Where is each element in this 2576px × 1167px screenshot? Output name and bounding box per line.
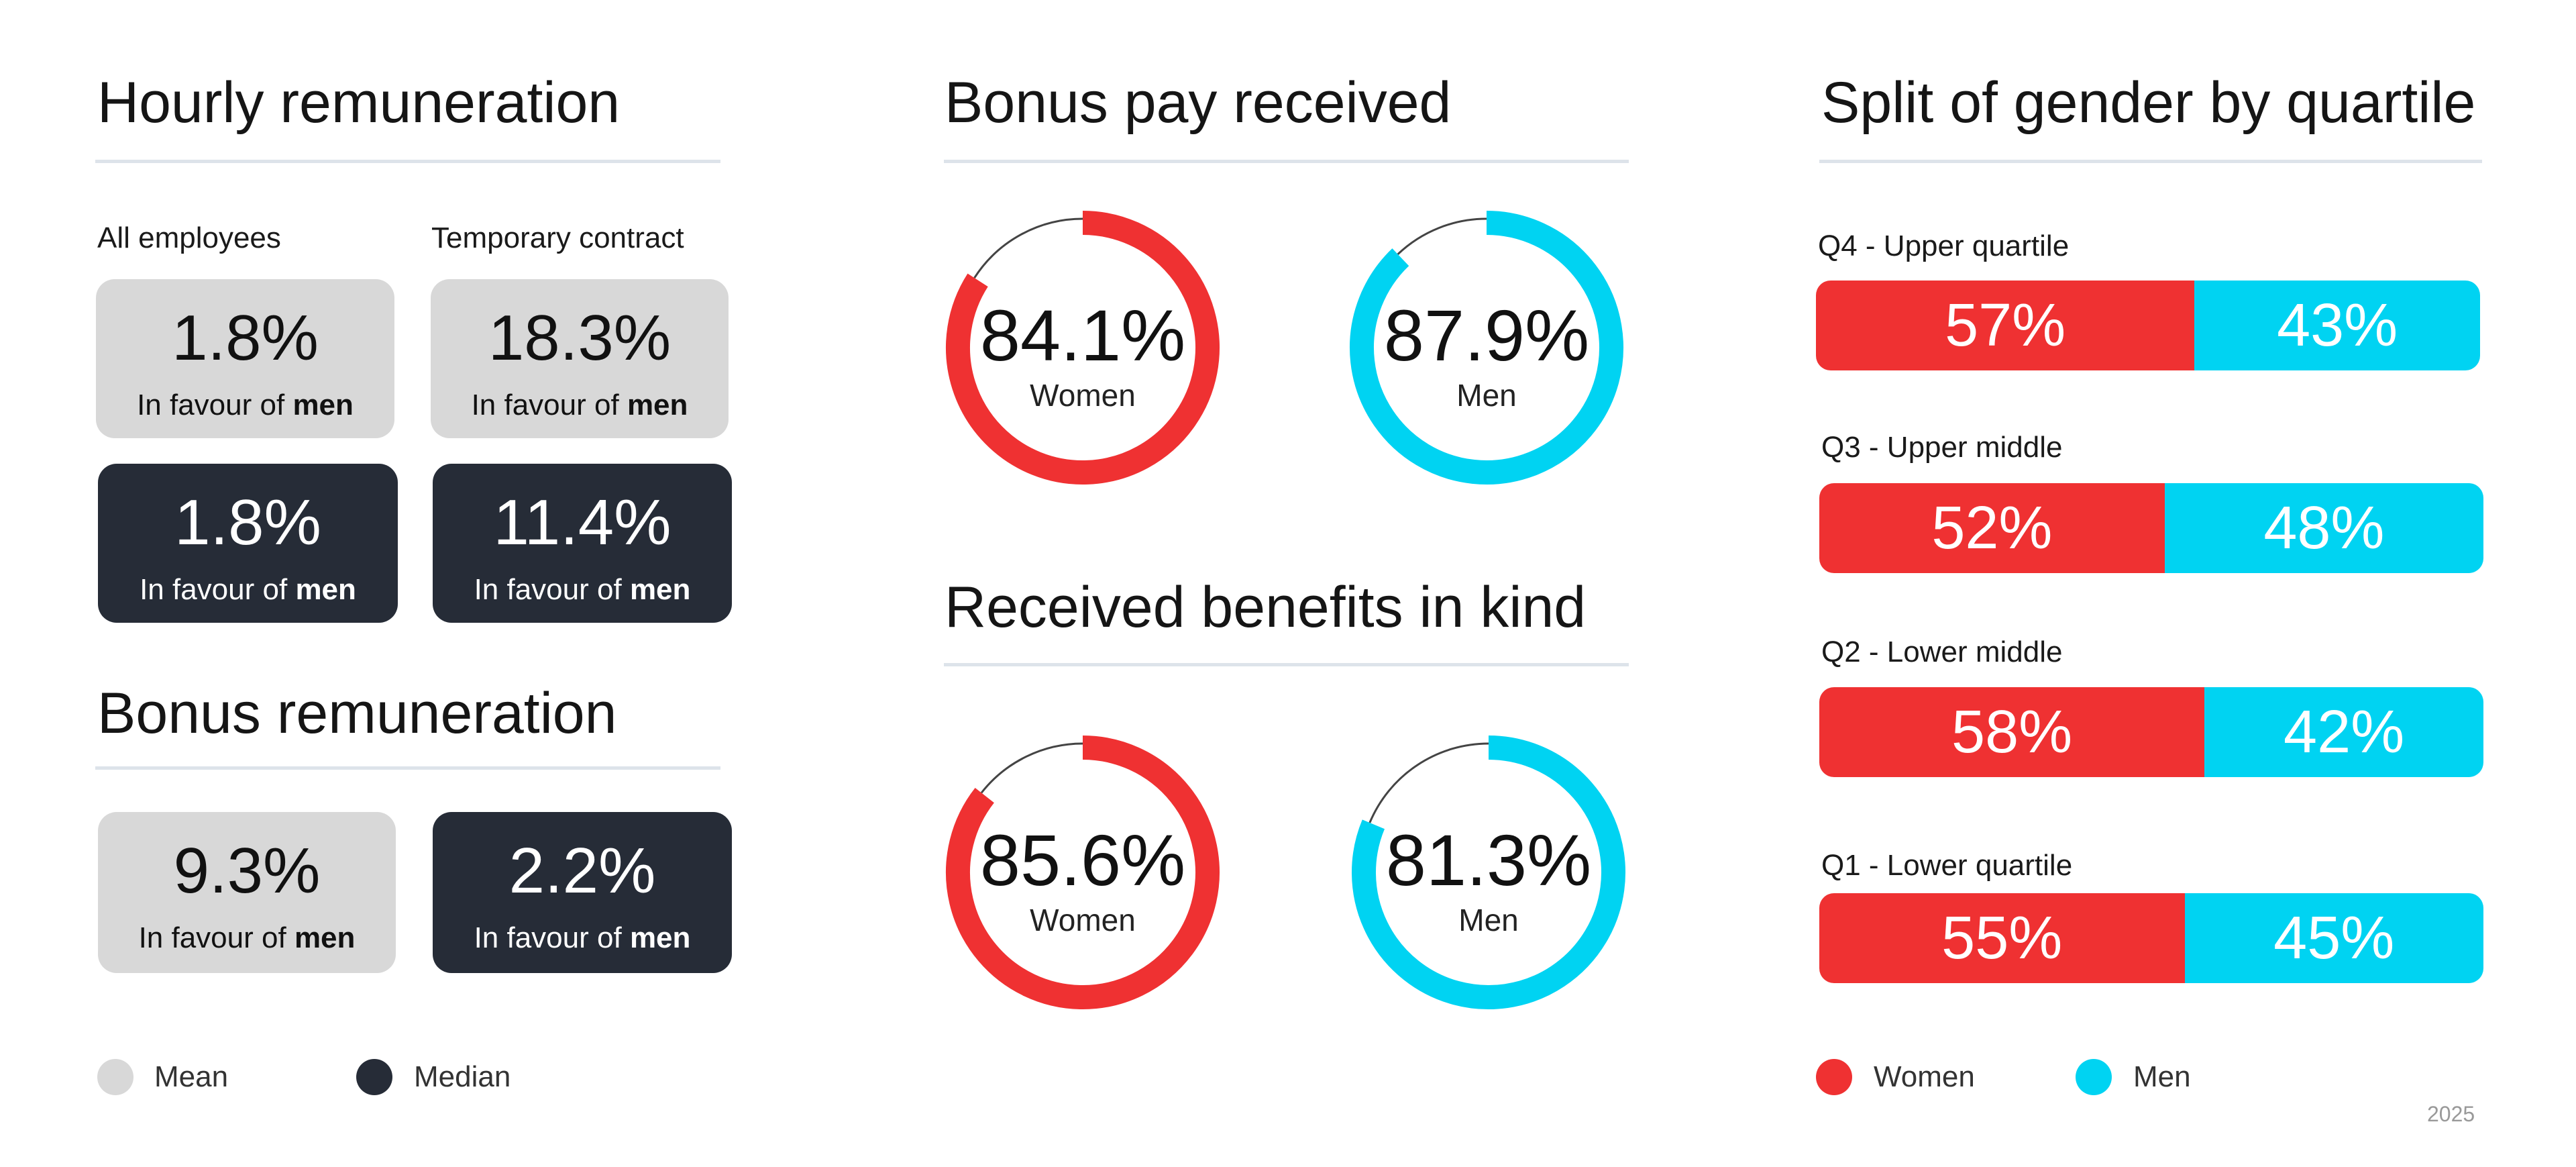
bar-segment-women: 58% bbox=[1819, 687, 2205, 777]
legend-women-label: Women bbox=[1874, 1060, 1975, 1093]
bar-segment-men: 43% bbox=[2194, 281, 2480, 370]
donut-remainder-arc bbox=[1397, 217, 1487, 255]
donut-benefits-women-label: Women bbox=[1030, 903, 1136, 937]
legend-men-label: Men bbox=[2133, 1060, 2191, 1093]
card-value: 18.3% bbox=[488, 302, 672, 374]
card-value: 1.8% bbox=[174, 487, 321, 558]
donut-remainder-arc bbox=[973, 217, 1083, 278]
data-label-women: 52% bbox=[1931, 495, 2053, 562]
donut-value-arc bbox=[946, 211, 1220, 485]
card-value: 2.2% bbox=[508, 835, 656, 907]
bar-segment-women: 57% bbox=[1816, 281, 2195, 370]
benefits-divider bbox=[944, 663, 1629, 666]
donut-remainder-arc bbox=[1368, 742, 1489, 823]
donut-bonus-men-label: Men bbox=[1456, 378, 1517, 413]
quartiles-divider bbox=[1819, 160, 2482, 163]
card-caption: In favour of men bbox=[138, 921, 356, 954]
card-value: 9.3% bbox=[173, 835, 321, 907]
donut-benefits-men-ring bbox=[1352, 735, 1625, 1009]
quartile-label: Q3 - Upper middle bbox=[1821, 431, 2063, 464]
quartile-bar: 55% 45% bbox=[1819, 893, 2483, 983]
donut-remainder-arc bbox=[980, 742, 1083, 794]
donut-bonus-men-value: 87.9% bbox=[1383, 295, 1590, 376]
card-caption: In favour of men bbox=[137, 389, 354, 421]
data-label-men: 48% bbox=[2263, 495, 2385, 562]
data-label-men: 42% bbox=[2284, 699, 2405, 766]
bonus-remuneration-divider bbox=[95, 766, 720, 770]
donut-benefits-men-value: 81.3% bbox=[1385, 819, 1592, 901]
donut-benefits-women: 85.6% Women bbox=[942, 731, 1224, 1017]
card-value: 1.8% bbox=[172, 302, 319, 374]
hourly-mean-temp-card: 18.3% In favour of men bbox=[431, 279, 729, 438]
donut-benefits-men-label: Men bbox=[1458, 903, 1519, 937]
year-label: 2025 bbox=[2427, 1102, 2475, 1126]
bar-segment-men: 48% bbox=[2164, 483, 2483, 573]
card-value: 11.4% bbox=[493, 487, 672, 558]
bar-segment-men: 45% bbox=[2184, 893, 2483, 983]
hourly-title: Hourly remuneration bbox=[97, 70, 621, 135]
benefits-title: Received benefits in kind bbox=[945, 575, 1587, 640]
col-header-all-employees: All employees bbox=[97, 221, 281, 254]
hourly-divider bbox=[95, 160, 720, 163]
hourly-mean-all-card: 1.8% In favour of men bbox=[96, 279, 394, 438]
bonus-remuneration-title: Bonus remuneration bbox=[97, 681, 617, 746]
hourly-median-temp-card: 11.4% In favour of men bbox=[433, 464, 732, 623]
data-label-women: 58% bbox=[1951, 699, 2073, 766]
data-label-men: 43% bbox=[2277, 292, 2398, 359]
bar-segment-women: 52% bbox=[1819, 483, 2165, 573]
quartile-label: Q1 - Lower quartile bbox=[1821, 849, 2073, 882]
col-header-temporary-contract: Temporary contract bbox=[431, 221, 684, 254]
quartile-label: Q2 - Lower middle bbox=[1821, 636, 2063, 668]
bonus-pay-title: Bonus pay received bbox=[945, 70, 1452, 135]
donut-bonus-women-value: 84.1% bbox=[979, 295, 1186, 376]
donut-bonus-women-ring bbox=[946, 211, 1220, 485]
legend-median-label: Median bbox=[414, 1060, 511, 1093]
quartile-label: Q4 - Upper quartile bbox=[1818, 230, 2070, 262]
legend-men-swatch bbox=[2076, 1059, 2112, 1095]
donut-benefits-women-value: 85.6% bbox=[979, 819, 1186, 901]
donut-bonus-women-label: Women bbox=[1030, 378, 1136, 413]
donut-bonus-women: 84.1% Women bbox=[942, 207, 1224, 492]
quartiles-title: Split of gender by quartile bbox=[1821, 70, 2476, 135]
data-label-women: 55% bbox=[1941, 905, 2063, 972]
legend-mean-swatch bbox=[97, 1059, 133, 1095]
quartile-bar: 57% 43% bbox=[1816, 281, 2480, 370]
legend-mean-label: Mean bbox=[154, 1060, 229, 1093]
bonus-median-card: 2.2% In favour of men bbox=[433, 812, 732, 973]
bonus-pay-divider bbox=[944, 160, 1629, 163]
card-caption: In favour of men bbox=[474, 921, 691, 954]
data-label-women: 57% bbox=[1945, 292, 2066, 359]
data-label-men: 45% bbox=[2273, 905, 2395, 972]
legend-median-swatch bbox=[356, 1059, 392, 1095]
donut-value-arc bbox=[1350, 211, 1623, 485]
bonus-mean-card: 9.3% In favour of men bbox=[98, 812, 396, 973]
quartile-bar: 58% 42% bbox=[1819, 687, 2483, 777]
card-caption: In favour of men bbox=[140, 573, 356, 606]
donut-bonus-men-ring bbox=[1350, 211, 1623, 485]
donut-benefits-women-ring bbox=[946, 735, 1220, 1009]
hourly-median-all-card: 1.8% In favour of men bbox=[98, 464, 398, 623]
bar-segment-women: 55% bbox=[1819, 893, 2185, 983]
donut-bonus-men: 87.9% Men bbox=[1346, 207, 1627, 492]
card-caption: In favour of men bbox=[471, 389, 688, 421]
legend-women-swatch bbox=[1816, 1059, 1852, 1095]
bar-segment-men: 42% bbox=[2204, 687, 2483, 777]
quartile-bar: 52% 48% bbox=[1819, 483, 2483, 573]
card-caption: In favour of men bbox=[474, 573, 691, 606]
donut-value-arc bbox=[1352, 735, 1625, 1009]
donut-benefits-men: 81.3% Men bbox=[1348, 731, 1629, 1017]
donut-value-arc bbox=[946, 735, 1220, 1009]
